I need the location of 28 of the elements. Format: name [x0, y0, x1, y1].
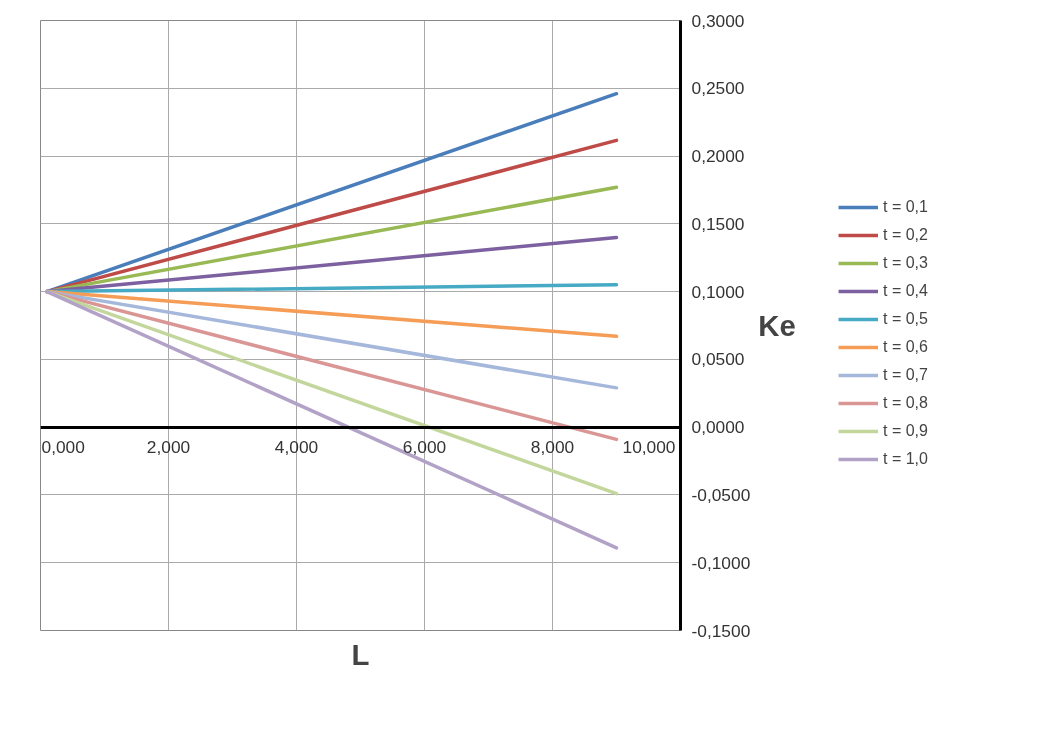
- x-tick-label: 2,000: [146, 437, 191, 458]
- x-tick-label: 10,000: [622, 437, 676, 458]
- y-tick-label: 0,2500: [691, 78, 745, 99]
- y-tick-label: 0,1500: [691, 213, 745, 234]
- y-tick-label: 0,2000: [691, 146, 745, 167]
- x-tick-label: 8,000: [530, 437, 575, 458]
- legend-label: t = 0,5: [883, 309, 928, 328]
- y-axis-title: Ke: [758, 309, 796, 342]
- legend-label: t = 0,6: [883, 337, 928, 356]
- y-tick-label: 0,0500: [691, 349, 745, 370]
- x-tick-label: 6,000: [402, 437, 447, 458]
- legend-label: t = 0,1: [883, 197, 928, 216]
- legend-label: t = 1,0: [883, 449, 928, 468]
- legend-label: t = 0,2: [883, 225, 928, 244]
- y-tick-label: -0,1500: [691, 620, 751, 641]
- legend-label: t = 0,4: [883, 281, 928, 300]
- y-tick-label: -0,0500: [691, 484, 751, 505]
- legend-label: t = 0,8: [883, 393, 928, 412]
- y-tick-label: 0,3000: [691, 10, 745, 31]
- x-axis-title: L: [351, 637, 370, 671]
- y-tick-label: 0,1000: [691, 281, 745, 302]
- x-tick-label: 0,000: [41, 437, 85, 458]
- legend-label: t = 0,9: [883, 421, 928, 440]
- y-tick-label: 0,0000: [691, 417, 745, 438]
- legend-label: t = 0,7: [883, 365, 928, 384]
- x-tick-label: 4,000: [274, 437, 319, 458]
- legend-label: t = 0,3: [883, 253, 928, 272]
- y-tick-label: -0,1000: [691, 552, 751, 573]
